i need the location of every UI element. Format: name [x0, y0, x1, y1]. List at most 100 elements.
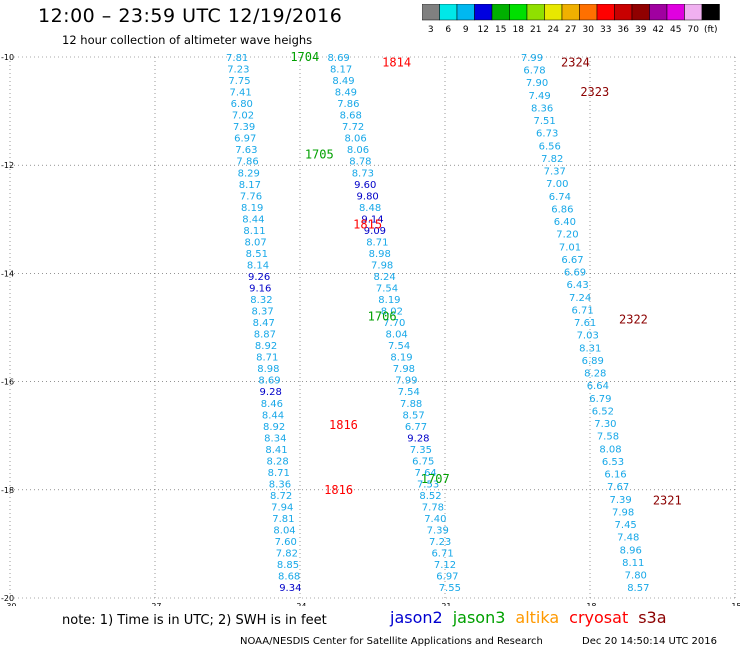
y-tick-label: -20: [1, 594, 14, 603]
wave-height-point: 8.51: [246, 249, 268, 260]
wave-height-point: 7.53: [417, 479, 439, 490]
wave-height-point: 8.32: [250, 295, 272, 306]
wave-height-point: 8.28: [584, 369, 606, 380]
wave-height-point: 7.41: [230, 88, 252, 99]
wave-height-point: 7.61: [574, 318, 596, 329]
scale-label: 36: [618, 25, 630, 35]
wave-height-point: 7.86: [236, 157, 258, 168]
wave-height-point: 6.16: [604, 470, 626, 481]
scale-label: (ft): [704, 25, 718, 35]
pass-label: 2321: [653, 494, 682, 508]
scale-label: 21: [530, 25, 541, 35]
wave-height-point: 6.97: [234, 134, 256, 145]
wave-height-point: 8.71: [268, 468, 290, 479]
wave-height-point: 8.11: [243, 226, 265, 237]
wave-height-point: 7.81: [226, 53, 248, 64]
wave-height-point: 7.54: [388, 341, 410, 352]
wave-height-point: 7.49: [528, 91, 550, 102]
wave-height-point: 6.74: [549, 192, 571, 203]
wave-height-point: 8.17: [239, 180, 261, 191]
wave-height-point: 8.44: [262, 410, 284, 421]
wave-height-point: 7.00: [546, 179, 568, 190]
wave-height-point: 7.98: [393, 364, 415, 375]
wave-height-point: 8.46: [261, 399, 283, 410]
scale-label: 70: [688, 25, 700, 35]
wave-height-point: 7.03: [577, 331, 599, 342]
wave-height-point: 7.99: [521, 53, 543, 64]
timestamp-text: Dec 20 14:50:14 UTC 2016: [582, 636, 717, 647]
wave-height-point: 8.92: [255, 341, 277, 352]
wave-height-point: 7.94: [271, 503, 293, 514]
wave-height-point: 6.71: [431, 549, 453, 560]
wave-height-point: 7.82: [541, 154, 563, 165]
wave-height-point: 9.14: [361, 214, 383, 225]
x-tick-label: -21: [438, 602, 451, 606]
wave-height-point: 8.29: [238, 168, 260, 179]
wave-height-point: 6.89: [582, 356, 604, 367]
pass-label: 1705: [305, 147, 334, 161]
wave-height-point: 8.68: [278, 572, 300, 583]
wave-height-point: 8.17: [330, 65, 352, 76]
footnote: note: 1) Time is in UTC; 2) SWH is in fe…: [62, 613, 327, 628]
wave-height-point: 7.88: [400, 399, 422, 410]
wave-height-point: 7.82: [276, 549, 298, 560]
wave-height-point: 8.24: [373, 272, 395, 283]
wave-height-point: 7.67: [607, 482, 629, 493]
wave-height-point: 9.28: [260, 387, 282, 398]
wave-height-point: 7.55: [439, 583, 461, 594]
wave-height-point: 6.69: [564, 268, 586, 279]
wave-height-point: 8.34: [264, 433, 286, 444]
pass-label: 1814: [382, 55, 411, 69]
wave-height-point: 8.57: [402, 410, 424, 421]
wave-height-point: 8.08: [599, 444, 621, 455]
wave-height-point: 6.75: [412, 456, 434, 467]
legend-item-cryosat: cryosat: [569, 608, 629, 627]
wave-height-point: 7.76: [240, 191, 262, 202]
wave-height-point: 6.56: [539, 141, 561, 152]
pass-label: 1706: [368, 310, 397, 324]
wave-height-point: 7.78: [422, 503, 444, 514]
wave-height-point: 8.41: [265, 445, 287, 456]
scale-label: 12: [478, 25, 489, 35]
scale-label: 9: [463, 25, 469, 35]
wave-height-point: 8.36: [269, 479, 291, 490]
wave-height-point: 8.19: [378, 295, 400, 306]
pass-label: 2324: [561, 55, 590, 69]
wave-height-point: 7.72: [342, 122, 364, 133]
wave-height-point: 8.04: [386, 330, 408, 341]
wave-height-point: 6.40: [554, 217, 576, 228]
y-tick-label: -18: [1, 486, 14, 495]
wave-height-point: 7.30: [594, 419, 616, 430]
wave-height-point: 7.54: [376, 284, 398, 295]
wave-height-point: 9.16: [249, 284, 271, 295]
wave-height-point: 8.19: [241, 203, 263, 214]
credit-text: NOAA/NESDIS Center for Satellite Applica…: [240, 636, 543, 647]
wave-height-point: 7.70: [383, 318, 405, 329]
wave-height-point: 7.01: [559, 242, 581, 253]
scale-label: 18: [513, 25, 525, 35]
wave-height-point: 6.73: [536, 129, 558, 140]
wave-height-point: 6.52: [592, 406, 614, 417]
scale-label: 42: [653, 25, 664, 35]
wave-height-point: 7.23: [429, 537, 451, 548]
satellite-legend: jason2 jason3 altika cryosat s3a: [390, 608, 677, 627]
wave-height-point: 7.98: [612, 507, 634, 518]
wave-height-point: 7.02: [232, 111, 254, 122]
pass-label: 1816: [329, 418, 358, 432]
wave-height-point: 8.02: [381, 307, 403, 318]
scale-label: 3: [428, 25, 434, 35]
scale-label: 15: [495, 25, 506, 35]
wave-height-point: 7.63: [235, 145, 257, 156]
x-tick-label: -27: [148, 602, 161, 606]
wave-height-point: 8.04: [273, 526, 295, 537]
x-tick-label: -18: [583, 602, 596, 606]
wave-height-point: 9.60: [354, 180, 376, 191]
wave-height-point: 6.80: [231, 99, 253, 110]
y-tick-label: -10: [1, 53, 14, 62]
x-tick-label: -30: [3, 602, 16, 606]
wave-height-point: 6.79: [589, 394, 611, 405]
wave-height-point: 8.71: [366, 237, 388, 248]
wave-height-point: 6.86: [551, 204, 573, 215]
wave-height-point: 7.75: [228, 76, 250, 87]
wave-height-point: 8.98: [257, 364, 279, 375]
